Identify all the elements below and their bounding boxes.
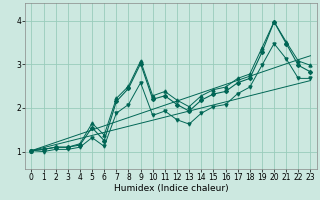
X-axis label: Humidex (Indice chaleur): Humidex (Indice chaleur) <box>114 184 228 193</box>
